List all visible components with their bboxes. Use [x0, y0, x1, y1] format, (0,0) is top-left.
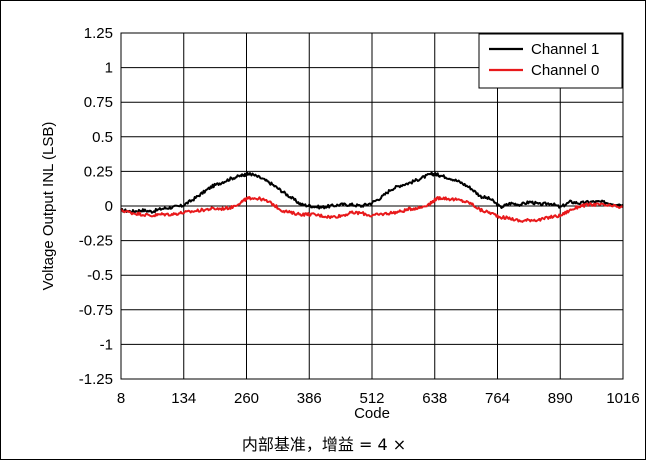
- y-tick-label: 1.25: [84, 25, 113, 42]
- y-tick-label: -1.25: [79, 371, 113, 388]
- legend-label-channel-1: Channel 1: [531, 41, 599, 58]
- x-tick-label: 764: [485, 390, 510, 407]
- y-tick-label: 1: [105, 60, 113, 77]
- legend-label-channel-0: Channel 0: [531, 62, 599, 79]
- series-line-channel-1: [120, 171, 624, 214]
- y-tick-label: 0.25: [84, 163, 113, 180]
- x-tick-label: 386: [297, 390, 322, 407]
- legend: Channel 1 Channel 0: [478, 33, 623, 89]
- y-tick-label: 0: [105, 198, 113, 215]
- y-tick-label: -0.5: [87, 267, 113, 284]
- series-line-channel-0: [120, 196, 624, 223]
- x-tick-label: 8: [117, 390, 125, 407]
- figure-caption: 内部基准，增益 = 4 ×: [242, 435, 406, 454]
- x-tick-label: 638: [422, 390, 447, 407]
- y-tick-label: 0.5: [92, 129, 113, 146]
- x-tick-label: 134: [171, 390, 196, 407]
- series-lines: [120, 171, 624, 223]
- tick-labels: 8 134 260 386 512 638 764 890 1016 1.25 1 0.75 0.5 0.…: [79, 25, 640, 407]
- legend-box: [478, 33, 623, 89]
- x-axis-title: Code: [354, 405, 390, 422]
- y-tick-label: -0.25: [79, 233, 113, 250]
- y-axis-title: Voltage Output INL (LSB): [40, 122, 57, 291]
- x-tick-label: 890: [548, 390, 573, 407]
- plot-frame: [120, 32, 624, 380]
- y-tick-label: -1: [100, 336, 113, 353]
- x-tick-label: 260: [234, 390, 259, 407]
- x-tick-label: 512: [359, 390, 384, 407]
- x-tick-label: 1016: [606, 390, 639, 407]
- y-tick-label: -0.75: [79, 302, 113, 319]
- y-tick-label: 0.75: [84, 94, 113, 111]
